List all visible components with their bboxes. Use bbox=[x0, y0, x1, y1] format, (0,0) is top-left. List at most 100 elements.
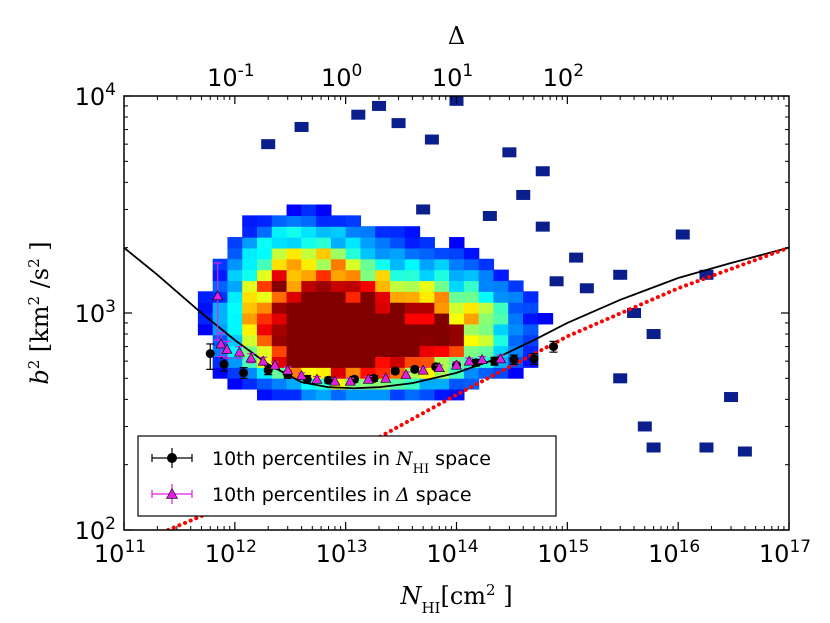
heatmap-cell bbox=[404, 226, 421, 238]
heatmap-cell bbox=[390, 258, 406, 271]
heatmap-cell bbox=[316, 378, 332, 390]
heatmap-cell bbox=[434, 291, 450, 303]
data-point-delta bbox=[221, 343, 233, 354]
heatmap-cell bbox=[316, 291, 332, 303]
heatmap-outlier-cell bbox=[549, 276, 564, 287]
heatmap-cell bbox=[242, 367, 258, 379]
heatmap-outlier-cell bbox=[535, 221, 550, 232]
heatmap-cell bbox=[271, 345, 288, 357]
heatmap-cell bbox=[493, 334, 509, 347]
axis-ticks: 1011 1012 1013 1014 1015 1016 1017 102 103 104 10-… bbox=[75, 61, 811, 568]
heatmap-cell bbox=[375, 237, 391, 249]
heatmap-cell bbox=[271, 302, 288, 314]
heatmap-cell bbox=[197, 291, 214, 303]
heatmap-cell bbox=[271, 388, 288, 401]
heatmap-cell bbox=[316, 367, 332, 379]
heatmap-outlier-cell bbox=[569, 252, 584, 263]
heatmap-cell bbox=[434, 334, 450, 347]
heatmap-cell bbox=[301, 388, 317, 401]
heatmap-cell bbox=[286, 388, 302, 401]
heatmap-cell bbox=[301, 237, 317, 249]
heatmap-cell bbox=[404, 237, 421, 249]
heatmap-cell bbox=[493, 367, 509, 379]
heatmap-cell bbox=[493, 323, 509, 336]
heatmap-cell bbox=[227, 356, 243, 368]
heatmap-outlier-cell bbox=[724, 392, 739, 403]
data-point-nhi bbox=[489, 356, 499, 366]
y-axis-label: b2 [km2 /s2 ] bbox=[25, 241, 54, 384]
data-point-delta bbox=[450, 359, 463, 370]
legend-marker-circle bbox=[167, 453, 177, 463]
heatmap-cell bbox=[242, 280, 258, 292]
heatmap-cell bbox=[390, 226, 406, 238]
heatmap-cell bbox=[478, 323, 495, 336]
top-tick-label: 10-1 bbox=[207, 61, 254, 92]
heatmap-cell bbox=[375, 291, 391, 303]
heatmap-cell bbox=[508, 323, 524, 336]
data-point-nhi bbox=[410, 364, 420, 374]
heatmap-cell bbox=[419, 269, 435, 282]
heatmap-cell bbox=[478, 334, 495, 347]
heatmap-outlier-cell bbox=[424, 134, 439, 145]
top-tick-label: 101 bbox=[432, 61, 473, 92]
heatmap-cell bbox=[419, 258, 435, 271]
data-point-delta bbox=[296, 369, 308, 380]
heatmap-cell bbox=[212, 313, 229, 325]
heatmap-outlier-cell bbox=[416, 204, 431, 215]
density-heatmap bbox=[197, 96, 752, 457]
legend-box bbox=[137, 435, 557, 517]
heatmap-cell bbox=[257, 313, 273, 325]
heatmap-cell bbox=[242, 313, 258, 325]
heatmap-outlier-cell bbox=[579, 283, 594, 294]
heatmap-cell bbox=[390, 356, 406, 368]
x-tick-label: 1012 bbox=[205, 537, 257, 568]
data-point-delta bbox=[362, 373, 374, 384]
heatmap-cell bbox=[330, 291, 347, 303]
heatmap-cell bbox=[345, 269, 362, 282]
heatmap-cell bbox=[390, 388, 406, 401]
heatmap-cell bbox=[463, 291, 480, 303]
heatmap-cell bbox=[463, 378, 480, 390]
heatmap-cell bbox=[257, 388, 273, 401]
heatmap-cell bbox=[463, 367, 480, 379]
heatmap-cell bbox=[257, 334, 273, 347]
heatmap-cell bbox=[212, 367, 229, 379]
heatmap-cell bbox=[330, 323, 347, 336]
heatmap-cell bbox=[271, 378, 288, 390]
heatmap-cell bbox=[434, 345, 450, 357]
heatmap-cell bbox=[242, 334, 258, 347]
data-point-delta bbox=[257, 355, 269, 366]
heatmap-cell bbox=[478, 269, 495, 282]
heatmap-cell bbox=[301, 367, 317, 379]
heatmap-cell bbox=[271, 215, 288, 227]
heatmap-cell bbox=[227, 345, 243, 357]
heatmap-cell bbox=[493, 345, 509, 357]
data-point-delta bbox=[245, 352, 257, 363]
heatmap-cell bbox=[508, 334, 524, 347]
heatmap-cell bbox=[286, 356, 302, 368]
heatmap-cell bbox=[316, 388, 332, 401]
heatmap-cell bbox=[286, 345, 302, 357]
heatmap-outlier-cell bbox=[627, 308, 642, 318]
heatmap-cell bbox=[434, 378, 450, 390]
heatmap-outlier-cell bbox=[646, 329, 661, 340]
heatmap-cell bbox=[271, 356, 288, 368]
data-point-nhi bbox=[239, 368, 249, 378]
data-point-nhi bbox=[509, 355, 519, 365]
heatmap-outlier-cell bbox=[482, 210, 497, 221]
heatmap-cell bbox=[360, 345, 376, 357]
heatmap-cell bbox=[390, 247, 406, 260]
heatmap-cell bbox=[434, 313, 450, 325]
heatmap-cell bbox=[523, 345, 539, 357]
heatmap-cell bbox=[508, 291, 524, 303]
heatmap-cell bbox=[390, 334, 406, 347]
heatmap-cell bbox=[375, 356, 391, 368]
heatmap-cell bbox=[301, 323, 317, 336]
heatmap-cell bbox=[419, 345, 435, 357]
heatmap-cell bbox=[404, 356, 421, 368]
heatmap-cell bbox=[493, 291, 509, 303]
heatmap-cell bbox=[301, 226, 317, 238]
heatmap-cell bbox=[330, 269, 347, 282]
heatmap-cell bbox=[212, 269, 229, 282]
heatmap-cell bbox=[449, 334, 465, 347]
